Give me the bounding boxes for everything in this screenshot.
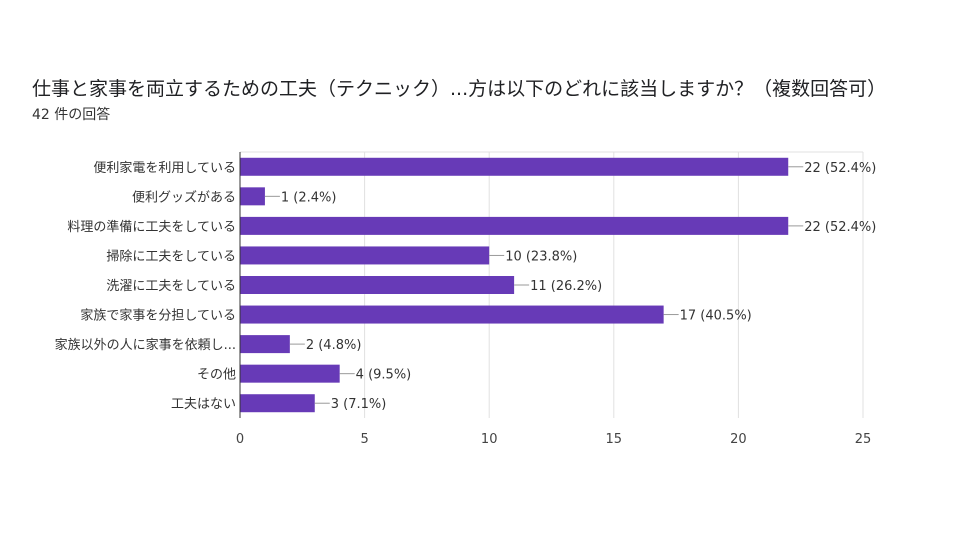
category-label: 便利家電を利用している [93, 160, 236, 176]
bar [240, 335, 290, 354]
x-tick-label: 5 [360, 432, 368, 447]
category-label: 便利グッズがある [132, 189, 236, 205]
category-label: 家族で家事を分担している [80, 308, 236, 324]
data-label: 2 (4.8%) [306, 338, 362, 353]
data-label: 10 (23.8%) [505, 249, 577, 264]
category-label: 掃除に工夫をしている [106, 248, 236, 264]
data-label: 1 (2.4%) [281, 190, 337, 205]
bar [240, 364, 340, 383]
x-tick-label: 25 [855, 432, 872, 447]
bar [240, 305, 664, 324]
x-tick-label: 10 [481, 432, 498, 447]
category-label: 洗濯に工夫をしている [106, 279, 236, 294]
response-count: 42 件の回答 [32, 107, 111, 123]
category-label: 家族以外の人に家事を依頼し... [55, 337, 236, 353]
data-label: 11 (26.2%) [530, 279, 602, 294]
category-label: 工夫はない [171, 397, 236, 412]
data-label: 22 (52.4%) [804, 161, 876, 176]
data-label: 17 (40.5%) [680, 309, 752, 324]
x-tick-label: 0 [236, 432, 244, 447]
category-label: その他 [197, 368, 236, 383]
data-label: 22 (52.4%) [804, 220, 876, 235]
category-label: 料理の準備に工夫をしている [67, 219, 236, 235]
chart-title: 仕事と家事を両立するための工夫（テクニック）...方は以下のどれに該当しますか？… [32, 78, 887, 100]
data-label: 3 (7.1%) [331, 397, 387, 412]
bar [240, 216, 789, 235]
bar [240, 276, 515, 294]
bar [240, 246, 490, 265]
bar [240, 187, 265, 206]
bar [240, 157, 789, 176]
bar [240, 394, 315, 413]
x-tick-label: 15 [606, 432, 623, 447]
data-label: 4 (9.5%) [356, 368, 412, 383]
x-tick-label: 20 [730, 432, 747, 447]
